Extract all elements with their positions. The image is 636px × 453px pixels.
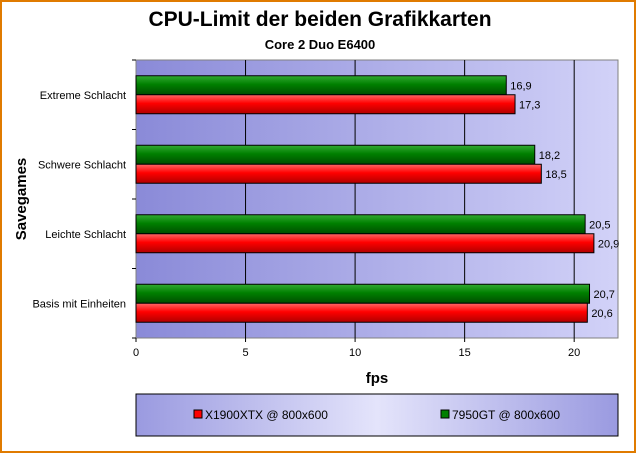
x-tick-label: 15 — [459, 347, 471, 359]
x-axis-title: fps — [366, 370, 389, 387]
legend-box — [135, 393, 619, 437]
x-tick-label: 20 — [568, 347, 580, 359]
bar-x1900xtx — [135, 163, 542, 184]
data-label: 18,5 — [545, 169, 566, 181]
chart-subtitle: Core 2 Duo E6400 — [264, 37, 376, 52]
bar-x1900xtx — [135, 233, 595, 254]
bar-7950gt — [135, 75, 507, 96]
x-tick-label: 10 — [349, 347, 361, 359]
data-label: 20,7 — [594, 289, 615, 301]
legend-label-x1900xtx: X1900XTX @ 800x600 — [205, 408, 328, 422]
chart-title: CPU-Limit der beiden Grafikkarten — [148, 8, 492, 31]
bar-7950gt — [135, 144, 536, 165]
bar-7950gt — [135, 283, 591, 304]
bar-7950gt — [135, 214, 586, 235]
data-label: 20,6 — [591, 308, 612, 320]
category-label: Schwere Schlacht — [38, 159, 126, 171]
x-tick-label: 0 — [133, 347, 139, 359]
labels: 0 5 10 15 20 Extreme Schlacht 16,9 17,3 Schwere … — [32, 80, 619, 359]
category-label: Leichte Schlacht — [45, 229, 126, 241]
legend-label-7950gt: 7950GT @ 800x600 — [452, 408, 560, 422]
data-label: 18,2 — [539, 150, 560, 162]
category-label: Extreme Schlacht — [40, 90, 126, 102]
legend: X1900XTX @ 800x600 7950GT @ 800x600 — [135, 393, 619, 437]
legend-swatch-x1900xtx — [193, 409, 203, 419]
x-tick-label: 5 — [242, 347, 248, 359]
data-label: 20,9 — [598, 238, 619, 250]
y-axis-title: Savegames — [13, 158, 30, 241]
legend-swatch-7950gt — [440, 409, 450, 419]
data-label: 20,5 — [589, 219, 610, 231]
data-label: 16,9 — [510, 80, 531, 92]
category-label: Basis mit Einheiten — [32, 298, 126, 310]
bar-x1900xtx — [135, 94, 516, 115]
bar-x1900xtx — [135, 302, 588, 323]
data-label: 17,3 — [519, 99, 540, 111]
bars — [135, 75, 595, 323]
